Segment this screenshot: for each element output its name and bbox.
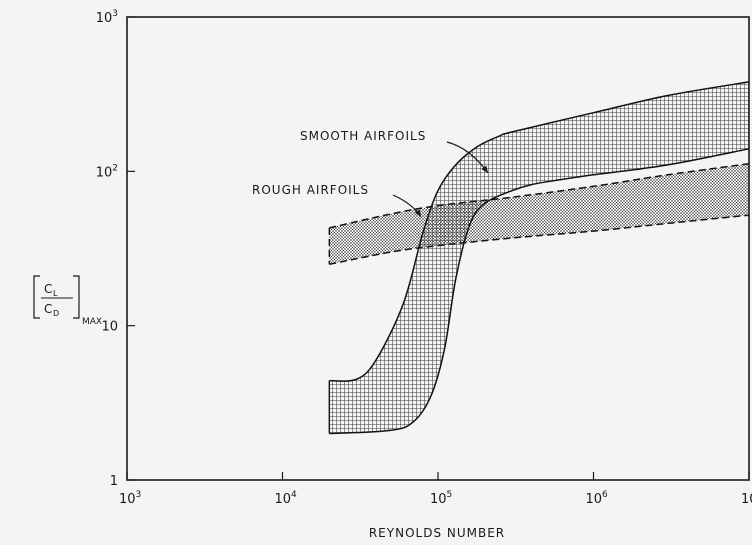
y-label-denominator: C xyxy=(44,302,52,316)
x-tick-label-3: 106 xyxy=(586,490,609,507)
y-axis-label: C L C D MAX xyxy=(33,275,102,327)
y-label-suffix: MAX xyxy=(82,317,102,327)
smooth-airfoils-annotation: SMOOTH AIRFOILS xyxy=(300,129,426,143)
y-tick-label-0: 1 xyxy=(110,474,118,489)
x-tick-label-1: 104 xyxy=(275,490,298,507)
y-label-denominator-sub: D xyxy=(53,309,59,318)
y-tick-label-2: 102 xyxy=(96,163,118,180)
y-tick-label-1: 10 xyxy=(101,320,118,335)
smooth-airfoils-upper-bound xyxy=(329,81,750,382)
rough-airfoils-annotation: ROUGH AIRFOILS xyxy=(252,183,369,197)
x-tick-label-2: 105 xyxy=(430,490,452,507)
smooth-airfoils-lower-bound xyxy=(329,148,750,435)
x-tick-label-0: 103 xyxy=(119,490,141,507)
x-axis-title: REYNOLDS NUMBER xyxy=(369,526,505,540)
ticks-layer: 103 104 105 106 107 1 10 102 103 xyxy=(96,9,752,507)
y-label-bracket-right xyxy=(73,275,80,319)
y-label-numerator: C xyxy=(44,282,52,296)
rough-airfoils-pointer xyxy=(392,194,422,218)
smooth-airfoils-pointer xyxy=(446,141,489,174)
y-tick-label-3: 103 xyxy=(96,9,118,26)
bands-layer xyxy=(328,81,750,435)
smooth-airfoils-band-fill xyxy=(329,81,749,434)
y-label-bracket-left xyxy=(33,275,40,319)
x-tick-label-4: 107 xyxy=(741,490,752,507)
y-label-numerator-sub: L xyxy=(53,289,58,298)
rough-airfoils-upper-bound xyxy=(329,162,750,229)
rough-airfoils-lower-bound xyxy=(329,214,750,266)
